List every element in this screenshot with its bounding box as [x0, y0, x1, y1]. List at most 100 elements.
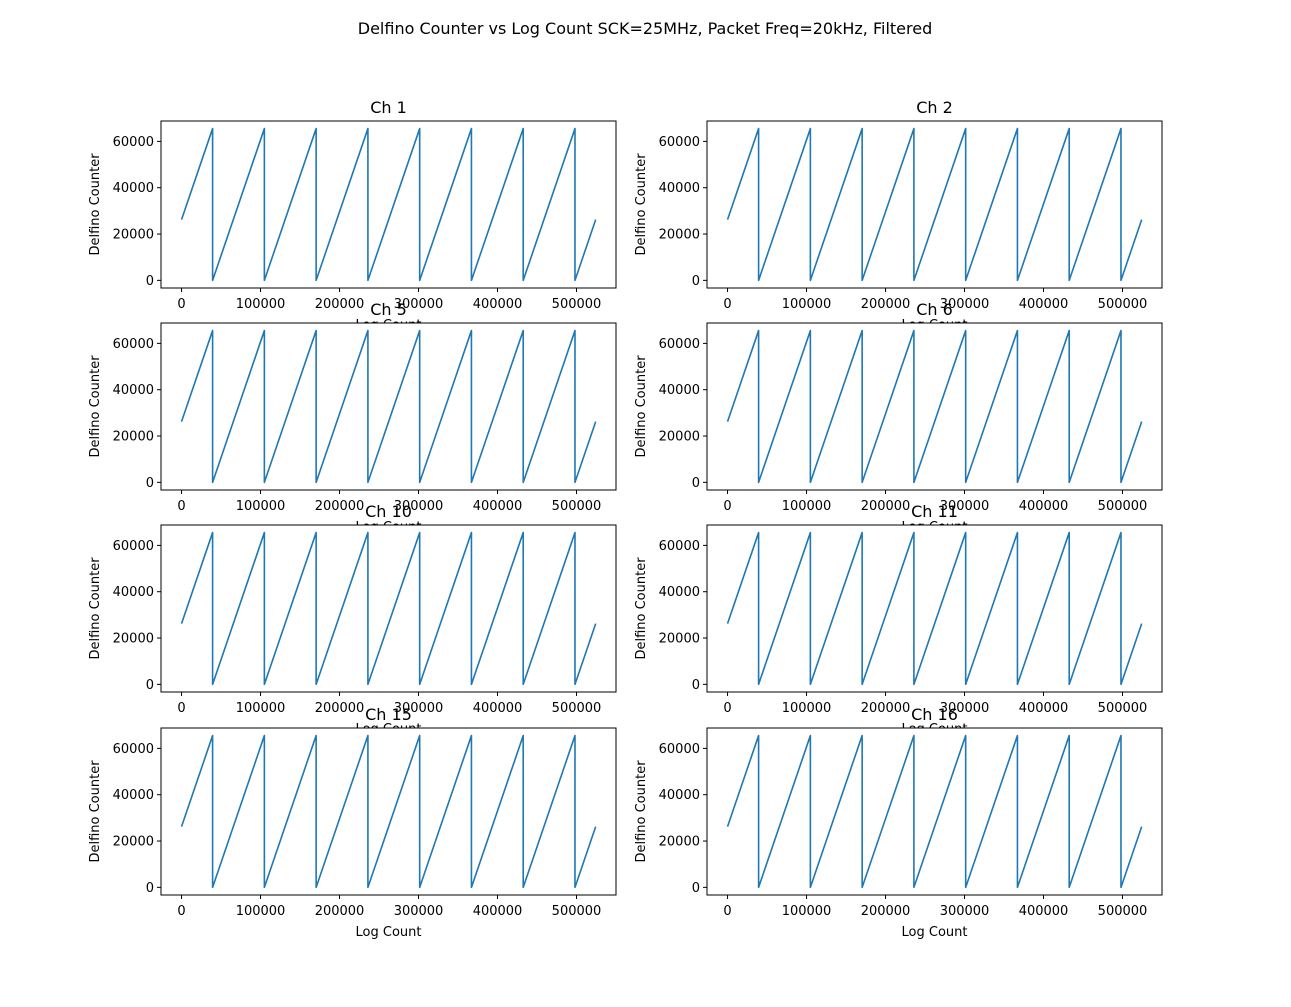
y-tick-label: 0: [146, 881, 154, 896]
y-axis-label: Delfino Counter: [88, 355, 103, 458]
subplot: 0 100000 200000 300000 400000 500000020000400…: [88, 98, 617, 333]
figure-title: Delfino Counter vs Log Count SCK=25MHz, …: [358, 19, 932, 38]
y-tick-label: 20000: [113, 430, 154, 445]
y-tick-label: 20000: [659, 430, 700, 445]
x-tick-label: 0: [177, 701, 185, 716]
x-tick-label: 400000: [473, 701, 523, 716]
axes-frame: [706, 727, 1163, 896]
y-tick-label: 60000: [113, 337, 154, 352]
x-tick-label: 300000: [394, 701, 444, 716]
y-axis-label: Delfino Counter: [634, 153, 649, 256]
subplot: 0 100000 200000 300000 400000 500000020000400…: [88, 300, 617, 535]
axes-frame: [160, 524, 617, 693]
subplot-title: Ch 11: [911, 502, 958, 521]
y-tick-label: 20000: [113, 228, 154, 243]
series-line: [180, 329, 597, 484]
y-tick-label: 20000: [113, 835, 154, 850]
y-tick-label: 60000: [659, 539, 700, 554]
y-tick-label: 40000: [659, 788, 700, 803]
x-tick-label: 100000: [782, 904, 832, 919]
x-tick-label: 300000: [940, 297, 990, 312]
x-tick-label: 200000: [315, 499, 365, 514]
x-tick-label: 500000: [552, 297, 602, 312]
y-tick-label: 0: [146, 476, 154, 491]
y-tick-label: 20000: [659, 632, 700, 647]
subplot-title: Ch 1: [370, 98, 407, 117]
axes-frame: [706, 322, 1163, 491]
x-tick-label: 0: [723, 904, 731, 919]
x-tick-label: 500000: [552, 904, 602, 919]
x-tick-label: 100000: [782, 701, 832, 716]
axes-frame: [706, 524, 1163, 693]
x-tick-label: 400000: [1019, 499, 1069, 514]
axes-frame: [160, 322, 617, 491]
subplot-title: Ch 5: [370, 300, 407, 319]
x-tick-label: 100000: [236, 499, 286, 514]
x-tick-label: 500000: [1098, 499, 1148, 514]
x-tick-label: 300000: [940, 499, 990, 514]
y-tick-label: 0: [146, 274, 154, 289]
x-tick-label: 200000: [315, 297, 365, 312]
subplot-title: Ch 6: [916, 300, 953, 319]
x-tick-label: 100000: [782, 499, 832, 514]
y-tick-label: 0: [692, 678, 700, 693]
subplot: 0 100000 200000 300000 400000 500000020000400…: [634, 502, 1163, 737]
axes-frame: [706, 120, 1163, 289]
x-tick-label: 100000: [236, 904, 286, 919]
subplot: 0 100000 200000 300000 400000 500000020000400…: [88, 502, 617, 737]
subplot-title: Ch 2: [916, 98, 953, 117]
y-tick-label: 60000: [113, 135, 154, 150]
x-tick-label: 300000: [394, 904, 444, 919]
x-tick-label: 0: [723, 499, 731, 514]
y-axis-label: Delfino Counter: [634, 557, 649, 660]
y-axis-label: Delfino Counter: [88, 760, 103, 863]
x-tick-label: 500000: [552, 701, 602, 716]
x-tick-label: 0: [177, 499, 185, 514]
x-tick-label: 200000: [315, 701, 365, 716]
x-tick-label: 400000: [1019, 297, 1069, 312]
x-tick-label: 300000: [394, 499, 444, 514]
y-tick-label: 60000: [659, 742, 700, 757]
y-tick-label: 0: [692, 476, 700, 491]
axes-frame: [160, 727, 617, 896]
subplot-grid: 0 100000 200000 300000 400000 500000020000400…: [88, 98, 1163, 940]
x-tick-label: 400000: [1019, 904, 1069, 919]
x-tick-label: 400000: [473, 297, 523, 312]
subplot-title: Ch 10: [365, 502, 412, 521]
series-line: [726, 127, 1143, 282]
subplot-title: Ch 15: [365, 705, 412, 724]
x-tick-label: 0: [723, 701, 731, 716]
subplot: 0 100000 200000 300000 400000 500000020000400…: [634, 98, 1163, 333]
subplot: 0 100000 200000 300000 400000 500000020000400…: [634, 705, 1163, 940]
x-axis-label: Log Count: [356, 925, 422, 940]
y-tick-label: 0: [692, 881, 700, 896]
x-tick-label: 0: [177, 297, 185, 312]
series-line: [180, 734, 597, 889]
x-tick-label: 100000: [236, 297, 286, 312]
x-tick-label: 500000: [552, 499, 602, 514]
axes-frame: [160, 120, 617, 289]
y-tick-label: 40000: [113, 181, 154, 196]
y-tick-label: 0: [692, 274, 700, 289]
x-tick-label: 100000: [782, 297, 832, 312]
x-tick-label: 100000: [236, 701, 286, 716]
x-tick-label: 200000: [861, 297, 911, 312]
y-tick-label: 60000: [659, 135, 700, 150]
y-tick-label: 40000: [113, 383, 154, 398]
x-tick-label: 200000: [861, 904, 911, 919]
x-tick-label: 400000: [473, 499, 523, 514]
x-tick-label: 0: [723, 297, 731, 312]
series-line: [726, 734, 1143, 889]
y-tick-label: 40000: [113, 585, 154, 600]
y-tick-label: 60000: [659, 337, 700, 352]
y-tick-label: 40000: [659, 383, 700, 398]
series-line: [726, 531, 1143, 686]
subplot: 0 100000 200000 300000 400000 500000020000400…: [634, 300, 1163, 535]
y-axis-label: Delfino Counter: [634, 760, 649, 863]
x-tick-label: 0: [177, 904, 185, 919]
y-tick-label: 40000: [659, 585, 700, 600]
x-tick-label: 300000: [940, 904, 990, 919]
x-tick-label: 500000: [1098, 904, 1148, 919]
x-tick-label: 400000: [1019, 701, 1069, 716]
